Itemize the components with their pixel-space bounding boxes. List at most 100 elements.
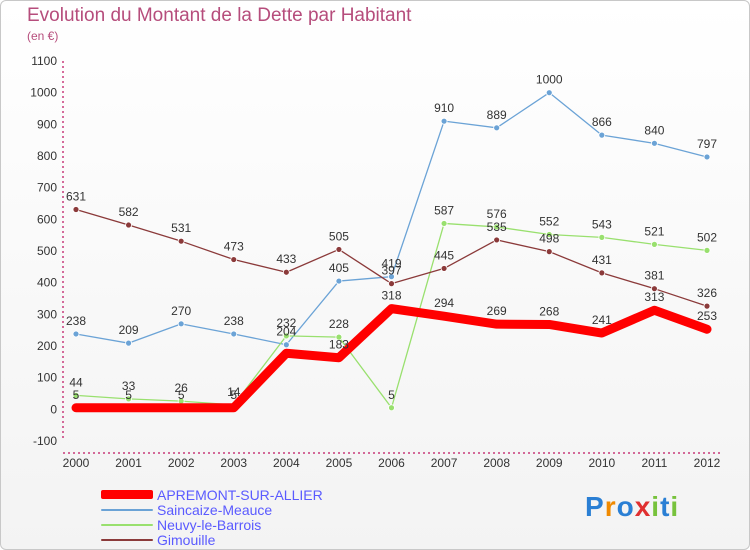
data-point — [703, 302, 711, 310]
y-tick-label: 700 — [37, 181, 57, 195]
data-label: 576 — [487, 207, 507, 221]
x-tick-label: 2011 — [642, 456, 668, 470]
data-point — [72, 391, 80, 399]
logo-letter: x — [634, 491, 652, 522]
data-label: 204 — [276, 325, 296, 339]
proxiti-logo: Proxiti — [585, 491, 679, 523]
y-tick-label: 0 — [50, 402, 57, 416]
data-label: 33 — [122, 379, 136, 393]
data-label: 543 — [592, 217, 612, 231]
data-point — [72, 330, 80, 338]
data-label: 631 — [66, 190, 86, 204]
data-label: 587 — [434, 203, 454, 217]
data-label: 183 — [329, 338, 349, 352]
data-label: 910 — [434, 101, 454, 115]
data-point — [493, 124, 501, 132]
data-label: 797 — [697, 137, 717, 151]
data-point — [703, 153, 711, 161]
data-label: 269 — [487, 304, 507, 318]
data-point — [651, 285, 658, 293]
x-tick-label: 2003 — [220, 456, 247, 470]
x-tick-label: 2001 — [115, 456, 142, 470]
data-label: 253 — [697, 309, 717, 323]
data-point — [493, 223, 501, 231]
x-tick-label: 2002 — [168, 456, 195, 470]
data-label: 419 — [381, 257, 401, 271]
data-label: 866 — [592, 115, 612, 129]
data-point — [125, 221, 132, 229]
data-point — [598, 233, 606, 241]
data-label: 5 — [125, 388, 132, 402]
data-point — [545, 231, 553, 238]
data-point — [282, 268, 290, 276]
data-label: 889 — [487, 108, 507, 122]
x-tick-label: 2009 — [536, 456, 563, 470]
data-label: 5 — [178, 388, 185, 402]
x-tick-label: 2005 — [326, 456, 353, 470]
data-label: 405 — [329, 261, 349, 275]
x-tick-label: 2000 — [63, 456, 90, 470]
legend-label: Neuvy-le-Barrois — [157, 517, 262, 533]
y-tick-label: 1000 — [30, 86, 57, 100]
logo-letter: o — [616, 491, 635, 522]
y-tick-label: -100 — [33, 434, 57, 448]
data-label: 531 — [171, 221, 191, 235]
x-tick-label: 2007 — [431, 456, 458, 470]
data-label: 505 — [329, 229, 349, 243]
data-label: 5 — [73, 388, 80, 402]
data-point — [282, 341, 290, 349]
data-point — [651, 240, 658, 248]
data-label: 241 — [592, 313, 612, 327]
y-tick-label: 300 — [37, 307, 57, 321]
y-tick-label: 100 — [37, 371, 57, 385]
legend-swatch — [101, 490, 153, 499]
legend-swatch — [101, 539, 153, 541]
data-point — [335, 277, 343, 285]
data-point — [598, 269, 606, 277]
data-label: 228 — [329, 317, 349, 331]
data-label: 5 — [230, 388, 237, 402]
x-tick-label: 2010 — [588, 456, 615, 470]
data-label: 44 — [69, 375, 83, 389]
legend-label: Saincaize-Meauce — [157, 502, 273, 518]
legend-swatch — [101, 524, 153, 526]
data-label: 397 — [381, 264, 401, 278]
data-point — [230, 256, 238, 263]
data-label: 14 — [227, 385, 241, 399]
data-label: 209 — [119, 323, 139, 337]
chart-subtitle: (en €) — [27, 29, 59, 43]
data-point — [282, 332, 290, 340]
series-line — [71, 304, 712, 413]
y-tick-label: 200 — [37, 339, 57, 353]
data-label: 502 — [697, 230, 717, 244]
data-point — [125, 339, 132, 347]
data-point — [388, 404, 395, 412]
data-point — [335, 246, 343, 253]
legend-swatch — [101, 509, 153, 511]
logo-letter: t — [660, 491, 671, 522]
y-tick-label: 400 — [37, 276, 57, 290]
data-label: 1000 — [536, 73, 563, 87]
data-point — [440, 265, 448, 272]
data-label: 552 — [539, 215, 559, 229]
data-label: 535 — [487, 220, 507, 234]
x-tick-label: 2012 — [694, 456, 721, 470]
y-tick-label: 900 — [37, 117, 57, 131]
y-tick-label: 500 — [37, 244, 57, 258]
data-label: 433 — [276, 252, 296, 266]
data-point — [230, 330, 238, 338]
data-point — [335, 333, 343, 341]
data-label: 294 — [434, 296, 454, 310]
chart-title: Evolution du Montant de la Dette par Hab… — [27, 5, 412, 26]
data-point — [177, 237, 185, 245]
data-point — [177, 320, 185, 328]
data-point — [388, 280, 395, 288]
data-label: 238 — [66, 314, 86, 328]
data-point — [440, 220, 448, 227]
data-label: 326 — [697, 286, 717, 300]
data-label: 5 — [388, 388, 395, 402]
x-tick-label: 2004 — [273, 456, 300, 470]
legend-label: APREMONT-SUR-ALLIER — [157, 487, 323, 503]
data-point — [72, 206, 80, 213]
